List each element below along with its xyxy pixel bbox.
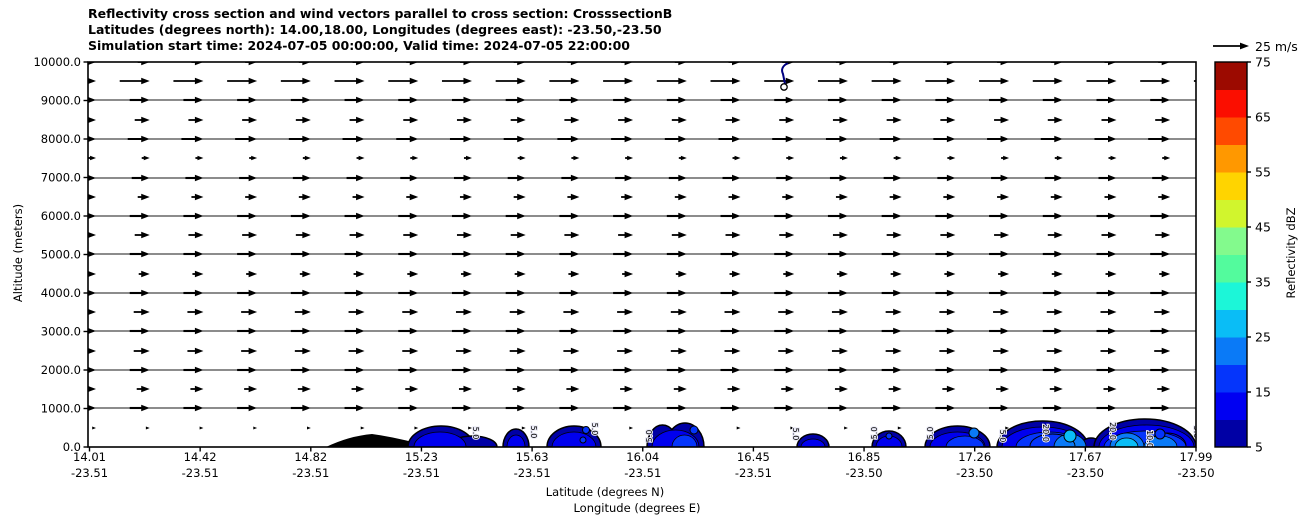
svg-text:35: 35 (1255, 275, 1271, 290)
svg-text:4000.0: 4000.0 (41, 286, 81, 300)
svg-text:17.26: 17.26 (958, 450, 991, 464)
svg-text:6000.0: 6000.0 (41, 209, 81, 223)
svg-text:17.99: 17.99 (1180, 450, 1213, 464)
svg-text:16.04: 16.04 (626, 450, 659, 464)
svg-text:14.01: 14.01 (73, 450, 106, 464)
svg-text:5.0: 5.0 (998, 430, 1007, 443)
svg-text:55: 55 (1255, 165, 1271, 180)
svg-text:5.0: 5.0 (870, 427, 879, 440)
svg-text:14.42: 14.42 (184, 450, 217, 464)
chart-title-line1: Reflectivity cross section and wind vect… (88, 6, 673, 21)
svg-text:5.0: 5.0 (590, 423, 599, 436)
svg-text:8000.0: 8000.0 (41, 132, 81, 146)
svg-text:-23.50: -23.50 (846, 466, 883, 480)
svg-text:15.63: 15.63 (516, 450, 549, 464)
svg-text:45: 45 (1255, 220, 1271, 235)
wind-key-label: 25 m/s (1255, 39, 1298, 54)
x-axis-label-latitude: Latitude (degrees N) (545, 485, 665, 499)
svg-text:-23.51: -23.51 (514, 466, 551, 480)
svg-text:10000.0: 10000.0 (33, 55, 81, 69)
svg-text:-23.51: -23.51 (182, 466, 219, 480)
svg-text:5.0: 5.0 (645, 430, 654, 443)
chart-title-line2: Latitudes (degrees north): 14.00,18.00, … (88, 22, 662, 37)
svg-text:-23.51: -23.51 (403, 466, 440, 480)
svg-text:9000.0: 9000.0 (41, 94, 81, 108)
svg-text:75: 75 (1255, 55, 1271, 70)
svg-text:65: 65 (1255, 110, 1271, 125)
svg-text:5.0: 5.0 (926, 427, 935, 440)
x-axis-label-longitude: Longitude (degrees E) (573, 501, 701, 515)
svg-text:15: 15 (1255, 385, 1271, 400)
svg-text:2000.0: 2000.0 (41, 363, 81, 377)
chart-title-line3: Simulation start time: 2024-07-05 00:00:… (88, 38, 630, 53)
svg-text:-23.50: -23.50 (956, 466, 993, 480)
svg-text:15.23: 15.23 (405, 450, 438, 464)
svg-text:14.82: 14.82 (294, 450, 327, 464)
svg-text:25: 25 (1255, 330, 1271, 345)
svg-text:-23.51: -23.51 (71, 466, 108, 480)
svg-text:20.0: 20.0 (1108, 422, 1117, 440)
svg-text:7000.0: 7000.0 (41, 171, 81, 185)
svg-text:5.0: 5.0 (1192, 426, 1201, 439)
svg-text:-23.50: -23.50 (1067, 466, 1104, 480)
svg-text:17.67: 17.67 (1069, 450, 1102, 464)
chart-title-block: Reflectivity cross section and wind vect… (88, 6, 672, 54)
svg-text:10.0: 10.0 (1145, 430, 1154, 448)
svg-text:-23.51: -23.51 (735, 466, 772, 480)
svg-text:0.0: 0.0 (63, 440, 81, 454)
colorbar-label: Reflectivity dBZ (1284, 207, 1298, 299)
svg-text:3000.0: 3000.0 (41, 325, 81, 339)
svg-text:5.0: 5.0 (791, 428, 800, 441)
svg-text:-23.51: -23.51 (292, 466, 329, 480)
svg-text:-23.50: -23.50 (1177, 466, 1214, 480)
svg-text:5: 5 (1255, 440, 1263, 455)
svg-text:5000.0: 5000.0 (41, 248, 81, 262)
svg-text:1000.0: 1000.0 (41, 402, 81, 416)
svg-text:5.0: 5.0 (471, 427, 480, 440)
svg-text:16.85: 16.85 (848, 450, 881, 464)
y-axis-label: Altitude (meters) (11, 203, 25, 303)
svg-text:16.45: 16.45 (737, 450, 770, 464)
svg-text:5.0: 5.0 (529, 426, 538, 439)
svg-text:-23.51: -23.51 (624, 466, 661, 480)
svg-text:20.0: 20.0 (1041, 424, 1050, 442)
